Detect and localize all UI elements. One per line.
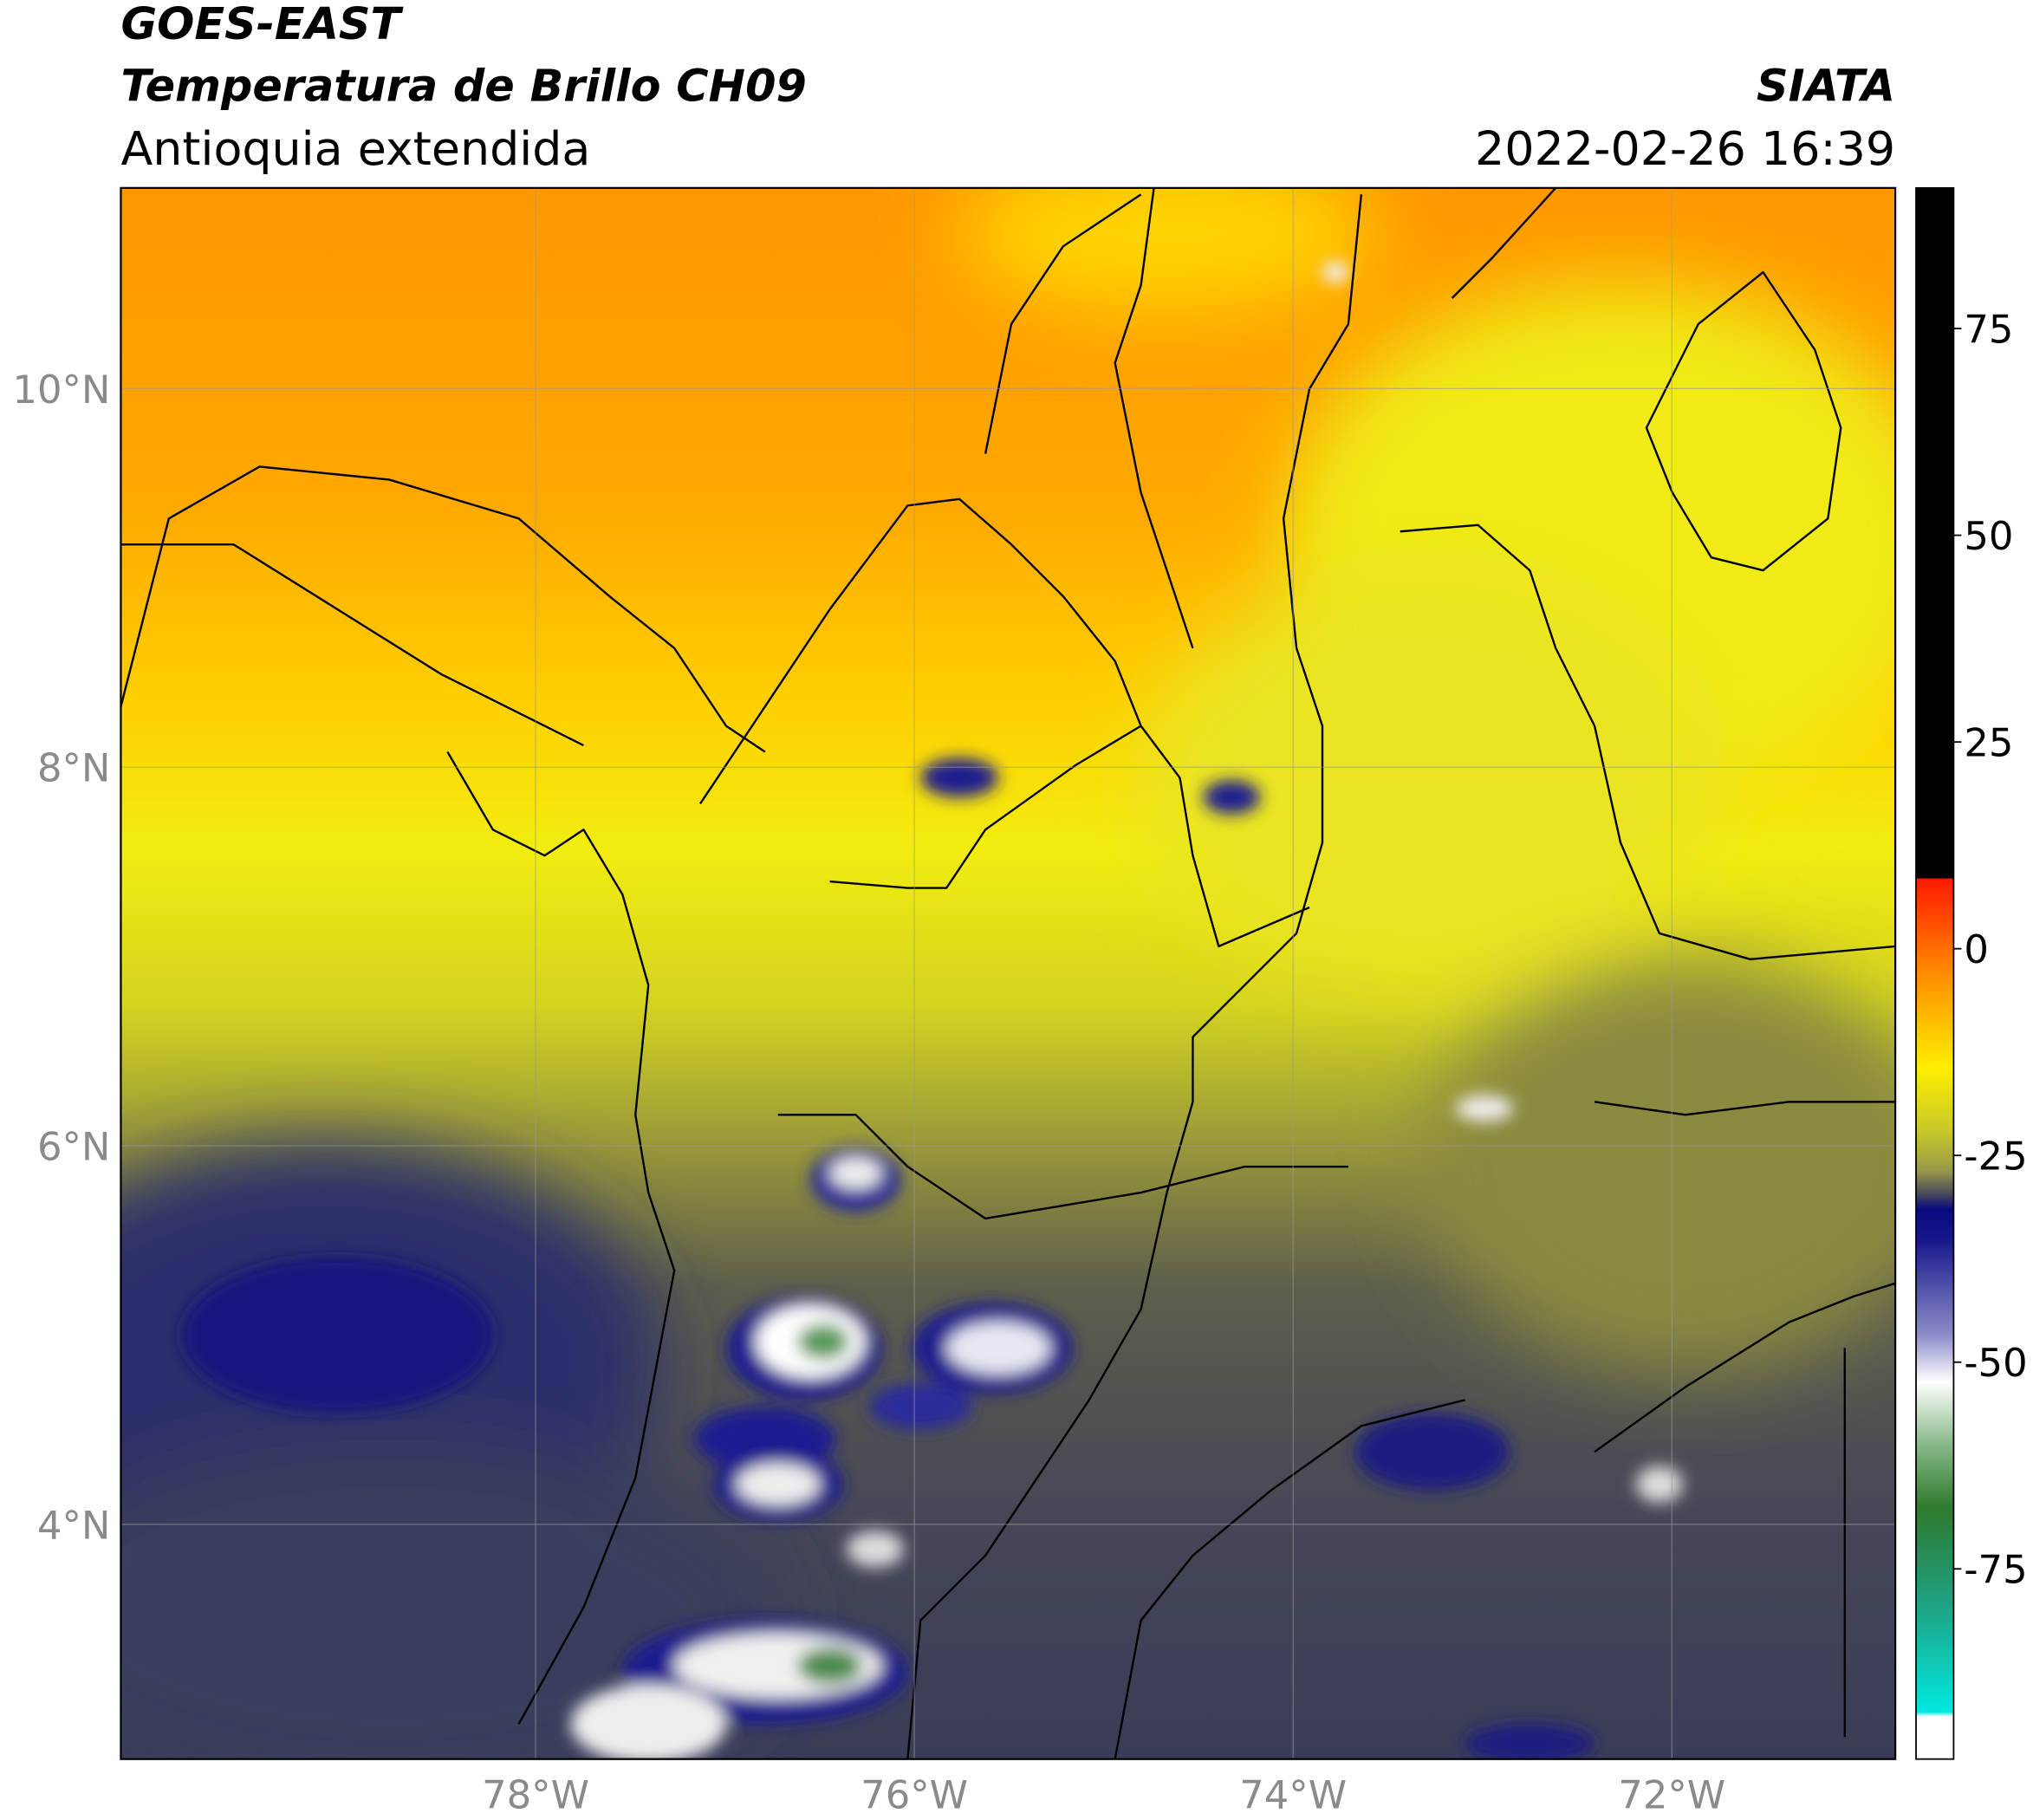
lat-tick-label: 10°N	[12, 367, 110, 413]
colorbar-tick-label: -25	[1964, 1134, 2027, 1180]
map-frame	[120, 186, 1897, 1760]
colorbar-tick-label: -75	[1964, 1547, 2027, 1593]
colorbar-tick-label: 25	[1964, 720, 2013, 766]
agency: SIATA	[1757, 61, 1895, 112]
convective-cells	[181, 262, 1683, 1759]
lon-tick-label: 78°W	[482, 1772, 589, 1818]
lon-tick-label: 76°W	[861, 1772, 968, 1818]
datetime: 2022-02-26 16:39	[1475, 121, 1895, 176]
map-area	[120, 187, 1896, 1759]
lon-tick-label: 72°W	[1618, 1772, 1725, 1818]
colorbar-tick-label: -50	[1964, 1340, 2027, 1386]
gridlines	[120, 187, 1896, 1759]
source-title: GOES-EAST	[120, 0, 404, 49]
product-title: Temperatura de Brillo CH09	[120, 61, 806, 112]
borders	[120, 187, 1896, 1759]
colorbar-tick-label: 75	[1964, 307, 2013, 353]
cloud-field	[120, 187, 1896, 1759]
lat-tick-label: 4°N	[37, 1502, 111, 1548]
lon-tick-label: 74°W	[1239, 1772, 1347, 1818]
colorbar-tick-label: 0	[1964, 926, 1989, 972]
axes: 10°N 8°N 6°N 4°N 78°W 76°W 74°W 72°W 75 50 25 0 -25 -…	[12, 307, 2027, 1818]
colorbar	[1915, 186, 1955, 1760]
lat-tick-label: 6°N	[37, 1123, 111, 1169]
lat-tick-label: 8°N	[37, 745, 111, 791]
colorbar-tick-label: 50	[1964, 513, 2013, 559]
region-subtitle: Antioquia extendida	[120, 121, 590, 176]
